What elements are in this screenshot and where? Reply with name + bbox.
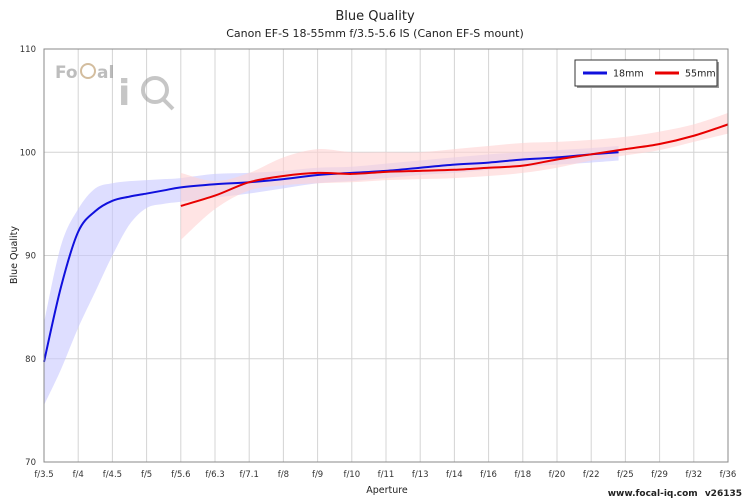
x-tick-label: f/18 xyxy=(514,470,531,480)
svg-text:Fo: Fo xyxy=(55,63,78,83)
chart-subtitle: Canon EF-S 18-55mm f/3.5-5.6 IS (Canon E… xyxy=(226,27,524,40)
legend: 18mm 55mm xyxy=(574,59,719,88)
y-tick-label: 80 xyxy=(25,355,36,365)
y-axis-label: Blue Quality xyxy=(9,226,20,284)
series-line-55mm xyxy=(180,123,729,207)
focal-iq-logo: Fo al i xyxy=(55,63,175,114)
x-tick-label: f/16 xyxy=(480,470,497,480)
watermark-site: www.focal-iq.com xyxy=(608,489,698,499)
y-tick-label: 110 xyxy=(20,45,36,55)
x-tick-label: f/11 xyxy=(378,470,395,480)
band-55mm xyxy=(180,113,729,241)
x-tick-label: f/13 xyxy=(412,470,429,480)
watermark-text: www.focal-iq.com v26135 xyxy=(608,489,742,499)
watermark-version: v26135 xyxy=(705,489,742,499)
chart-title: Blue Quality xyxy=(335,9,415,24)
legend-label-18mm: 18mm xyxy=(613,69,644,80)
x-tick-label: f/9 xyxy=(312,470,323,480)
grid xyxy=(43,48,729,463)
svg-text:al: al xyxy=(97,63,114,83)
x-tick-label: f/32 xyxy=(685,470,702,480)
plot-frame xyxy=(43,48,729,463)
y-tick-label: 70 xyxy=(25,458,36,468)
axes: f/3.5 f/4 f/4.5 f/5 f/5.6 f/6.3 f/7.1 f/8 f/9 f/1… xyxy=(20,45,737,480)
confidence-bands xyxy=(44,113,729,406)
x-tick-label: f/6.3 xyxy=(205,470,224,480)
series-lines xyxy=(43,123,729,363)
x-tick-label: f/4 xyxy=(73,470,84,480)
x-tick-label: f/5.6 xyxy=(171,470,190,480)
band-18mm xyxy=(44,146,619,406)
x-tick-label: f/22 xyxy=(583,470,600,480)
x-tick-label: f/8 xyxy=(278,470,289,480)
series-line-18mm xyxy=(43,151,619,363)
x-tick-label: f/5 xyxy=(141,470,152,480)
x-tick-label: f/25 xyxy=(617,470,634,480)
x-tick-label: f/14 xyxy=(446,470,463,480)
x-tick-label: f/3.5 xyxy=(34,470,53,480)
svg-text:i: i xyxy=(118,73,130,114)
x-tick-label: f/7.1 xyxy=(240,470,259,480)
legend-label-55mm: 55mm xyxy=(685,69,716,80)
x-axis-label: Aperture xyxy=(366,485,408,496)
x-tick-label: f/10 xyxy=(343,470,360,480)
x-tick-label: f/20 xyxy=(549,470,566,480)
x-tick-label: f/4.5 xyxy=(103,470,122,480)
x-tick-label: f/29 xyxy=(651,470,668,480)
y-tick-label: 100 xyxy=(20,148,36,158)
y-tick-label: 90 xyxy=(25,252,36,262)
x-tick-label: f/36 xyxy=(720,470,737,480)
